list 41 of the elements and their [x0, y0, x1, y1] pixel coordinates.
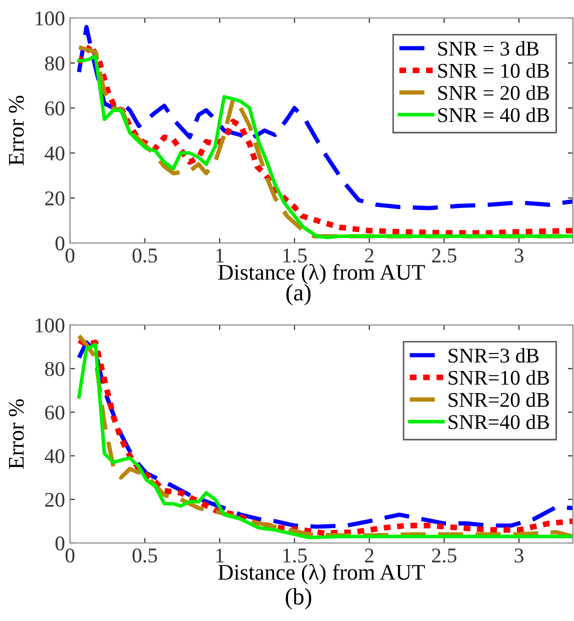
- x-tick-label: 2: [365, 248, 374, 262]
- legend-label: SNR=40 dB: [448, 414, 549, 430]
- legend-label: SNR=10 dB: [448, 370, 549, 385]
- x-tick-label: 0: [66, 548, 74, 563]
- legend-label: SNR=20 dB: [448, 392, 549, 407]
- y-axis-title: Error %: [8, 399, 24, 469]
- legend-label: SNR = 40 dB: [438, 107, 549, 122]
- y-tick-label: 100: [36, 318, 64, 332]
- x-tick-label: 2.5: [432, 548, 456, 563]
- x-tick-label: 1.5: [283, 548, 307, 563]
- x-axis-title: Distance (λ) from AUT: [218, 264, 425, 284]
- x-tick-label: 3: [514, 248, 524, 263]
- x-tick-label: 0.5: [132, 248, 158, 263]
- y-axis-title: Error %: [8, 96, 24, 166]
- y-tick-label: 0: [56, 236, 64, 250]
- x-tick-label: 0: [66, 248, 74, 263]
- y-tick-label: 20: [45, 191, 64, 206]
- legend-label: SNR = 20 dB: [438, 85, 549, 100]
- legend-label: SNR = 3 dB: [438, 41, 538, 56]
- text: (a): [286, 284, 311, 306]
- y-tick-label: 80: [45, 362, 64, 376]
- x-tick-label: 2: [365, 548, 374, 562]
- x-tick-label: 3: [514, 548, 524, 563]
- x-tick-label: 0.5: [132, 548, 158, 563]
- legend-label: SNR = 10 dB: [438, 63, 549, 78]
- y-tick-label: 100: [36, 11, 64, 26]
- y-tick-label: 60: [45, 406, 64, 420]
- y-tick-label: 40: [44, 449, 64, 464]
- text: (b): [286, 588, 312, 610]
- y-tick-label: 40: [44, 146, 64, 160]
- y-tick-label: 80: [45, 56, 64, 70]
- x-tick-label: 1.5: [283, 248, 307, 263]
- y-tick-label: 60: [45, 101, 64, 116]
- x-tick-label: 1: [216, 248, 224, 262]
- x-tick-label: 2.5: [432, 248, 456, 263]
- y-tick-label: 0: [56, 536, 64, 550]
- y-tick-label: 20: [45, 492, 64, 507]
- legend-label: SNR=3 dB: [448, 348, 538, 363]
- x-axis-title: Distance (λ) from AUT: [218, 564, 425, 584]
- x-tick-label: 1: [216, 548, 224, 562]
- line-series: [76, 24, 573, 210]
